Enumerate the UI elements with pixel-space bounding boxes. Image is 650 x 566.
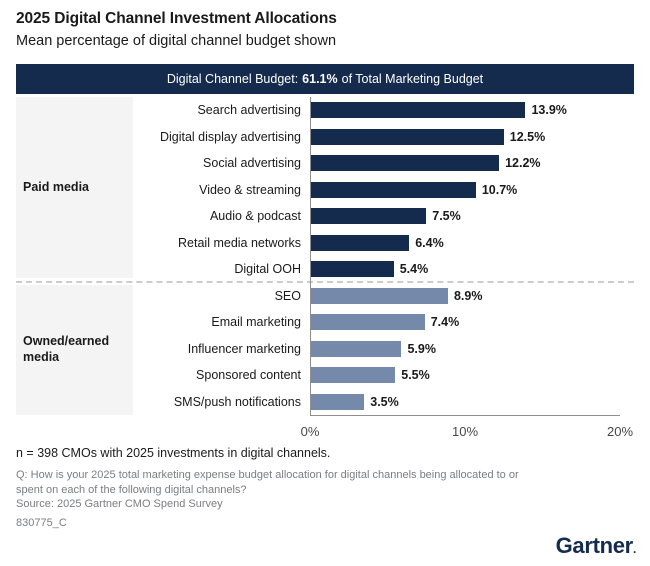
banner-suffix: of Total Marketing Budget <box>341 72 484 86</box>
value-label: 7.5% <box>432 209 461 224</box>
x-axis-tick-label: 10% <box>451 424 479 439</box>
group-label: Owned/earned media <box>23 334 110 364</box>
banner-prefix: Digital Channel Budget: <box>166 72 299 86</box>
category-label: Digital display advertising <box>159 129 301 144</box>
category-label: Video & streaming <box>199 182 301 197</box>
page-title: 2025 Digital Channel Investment Allocati… <box>16 10 337 27</box>
y-axis-line <box>310 97 311 415</box>
source-note: Source: 2025 Gartner CMO Spend Survey <box>16 498 223 510</box>
plot-cell: 12.2% <box>310 150 620 177</box>
category-label: Search advertising <box>197 103 301 117</box>
document-code: 830775_C <box>16 517 67 529</box>
chart-row: Digital display advertising 12.5% <box>16 124 634 151</box>
plot-cell: 13.9% <box>310 97 620 124</box>
plot-cell: 7.4% <box>310 309 620 336</box>
bar <box>310 340 402 357</box>
x-axis-tick-label: 0% <box>300 424 320 439</box>
bar <box>310 102 526 119</box>
value-label: 5.4% <box>399 262 429 277</box>
plot-cell: 5.4% <box>310 256 620 283</box>
chart-row: SMS/push notifications 3.5% <box>16 389 634 416</box>
plot-cell: 6.4% <box>310 230 620 257</box>
category-label: Influencer marketing <box>187 341 301 356</box>
bar <box>310 393 365 410</box>
plot-cell: 7.5% <box>310 203 620 230</box>
category-label: SEO <box>274 288 301 303</box>
chart-row: Email marketing 7.4% <box>16 309 634 336</box>
value-label: 7.4% <box>430 315 460 330</box>
bar <box>310 367 396 384</box>
value-label: 8.9% <box>453 288 483 303</box>
group-label: Paid media <box>23 179 89 194</box>
bar <box>310 261 394 278</box>
chart-row: Digital OOH 5.4% <box>16 256 634 283</box>
category-label: Digital OOH <box>234 262 301 276</box>
category-label: Sponsored content <box>196 368 301 382</box>
plot-cell: 12.5% <box>310 124 620 151</box>
group-divider <box>16 281 634 283</box>
survey-question-note: Q: How is your 2025 total marketing expe… <box>16 469 519 496</box>
chart-row: Audio & podcast 7.5% <box>16 203 634 230</box>
bar <box>310 128 504 145</box>
bar <box>310 181 476 198</box>
sample-size-note: n = 398 CMOs with 2025 investments in di… <box>16 446 331 460</box>
value-label: 5.9% <box>407 341 436 356</box>
group-block-owned-earned-media: Owned/earned media <box>16 285 133 415</box>
gartner-logo-dot: . <box>632 542 636 556</box>
plot-cell: 5.5% <box>310 362 620 389</box>
plot-cell: 10.7% <box>310 177 620 204</box>
value-label: 12.2% <box>505 156 541 171</box>
bar <box>310 155 500 172</box>
plot-cell: 3.5% <box>310 389 620 416</box>
category-label: Social advertising <box>203 156 301 170</box>
category-label: Email marketing <box>211 315 301 329</box>
bar <box>310 287 448 304</box>
bar <box>310 234 410 251</box>
page-subtitle: Mean percentage of digital channel budge… <box>16 33 337 49</box>
value-label: 3.5% <box>370 394 399 409</box>
x-axis-tick-label: 20% <box>606 424 634 439</box>
banner-value: 61.1% <box>302 72 338 86</box>
category-label: Retail media networks <box>178 235 301 250</box>
value-label: 5.5% <box>401 368 430 383</box>
bar <box>310 314 425 331</box>
category-label: Audio & podcast <box>209 209 301 223</box>
value-label: 10.7% <box>481 182 518 197</box>
value-label: 12.5% <box>509 129 546 144</box>
plot-cell: 8.9% <box>310 283 620 310</box>
chart-row: Social advertising 12.2% <box>16 150 634 177</box>
value-label: 13.9% <box>531 103 567 118</box>
chart-row: Retail media networks 6.4% <box>16 230 634 257</box>
group-block-paid-media: Paid media <box>16 97 133 278</box>
gartner-logo: Gartner. <box>555 533 637 559</box>
chart-row: SEO 8.9% <box>16 283 634 310</box>
chart-row: Sponsored content 5.5% <box>16 362 634 389</box>
x-axis-line <box>310 415 620 416</box>
chart-row: Search advertising 13.9% <box>16 97 634 124</box>
plot-cell: 5.9% <box>310 336 620 363</box>
category-label: SMS/push notifications <box>173 394 301 409</box>
value-label: 6.4% <box>415 235 444 250</box>
gartner-logo-text: Gartner <box>555 533 634 558</box>
bar-chart: Paid media Owned/earned media Search adver… <box>16 97 634 447</box>
chart-row: Video & streaming 10.7% <box>16 177 634 204</box>
budget-banner: Digital Channel Budget: 61.1% of Total Mar… <box>16 64 634 94</box>
bar <box>310 208 427 225</box>
chart-row: Influencer marketing 5.9% <box>16 336 634 363</box>
header: 2025 Digital Channel Investment Allocati… <box>16 10 337 49</box>
